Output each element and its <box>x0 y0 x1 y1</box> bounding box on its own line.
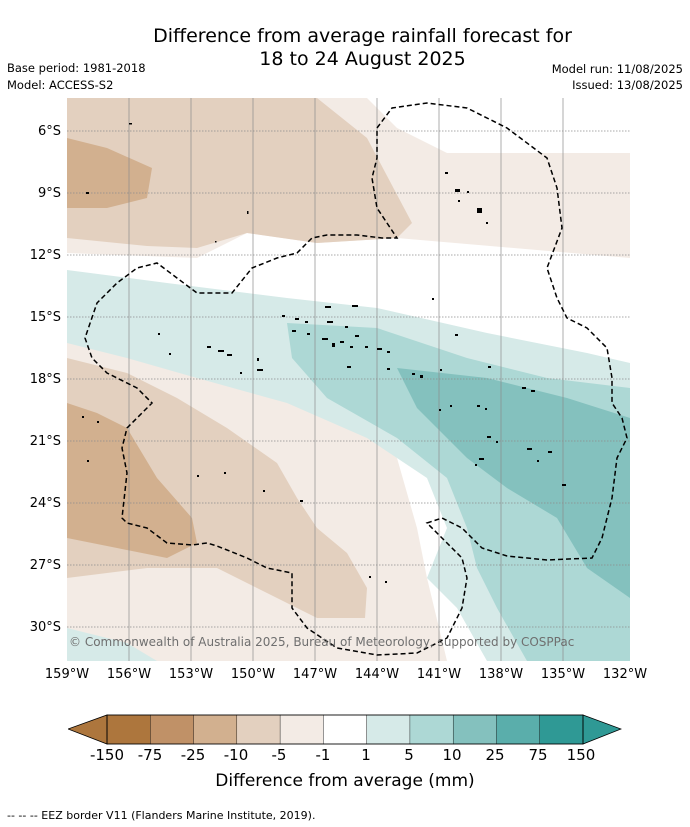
colorbar-label: 150 <box>566 746 596 764</box>
eez-footnote: -- -- -- EEZ border V11 (Flanders Marine… <box>7 809 316 822</box>
rainfall-map: © Commonwealth of Australia 2025, Bureau… <box>67 98 630 661</box>
lon-label: 135°W <box>540 667 586 682</box>
lat-label: 18°S <box>29 372 61 387</box>
lat-label: 9°S <box>37 186 61 201</box>
base-period: Base period: 1981-2018 <box>7 61 146 75</box>
lon-label: 159°W <box>44 667 90 682</box>
colorbar-title: Difference from average (mm) <box>215 771 475 791</box>
colorbar-swatch <box>539 714 584 745</box>
lon-label: 153°W <box>168 667 214 682</box>
lon-label: 147°W <box>292 667 338 682</box>
graticule <box>67 98 630 661</box>
lat-label: 12°S <box>29 248 61 263</box>
lat-label: 15°S <box>29 310 61 325</box>
colorbar-label: -10 <box>223 746 249 764</box>
colorbar-label: 1 <box>361 746 371 764</box>
lon-label: 141°W <box>416 667 462 682</box>
colorbar-swatch <box>452 714 497 745</box>
model-name: Model: ACCESS-S2 <box>7 78 114 92</box>
lat-label: 24°S <box>29 496 61 511</box>
colorbar-swatch <box>236 714 281 745</box>
lon-label: 132°W <box>602 667 648 682</box>
colorbar-label: 25 <box>485 746 505 764</box>
model-run: Model run: 11/08/2025 <box>551 62 683 76</box>
lat-label: 30°S <box>29 620 61 635</box>
colorbar-low-extend <box>68 714 108 745</box>
colorbar-label: 5 <box>404 746 414 764</box>
lon-label: 138°W <box>478 667 524 682</box>
title-line-1: Difference from average rainfall forecas… <box>153 25 572 47</box>
colorbar-label: -75 <box>137 746 163 764</box>
colorbar-frame <box>106 714 584 745</box>
colorbar-swatch <box>366 714 411 745</box>
colorbar-swatch <box>150 714 195 745</box>
lat-label: 21°S <box>29 434 61 449</box>
title-line-2: 18 to 24 August 2025 <box>259 48 466 70</box>
eez-border <box>84 102 628 656</box>
lat-label: 6°S <box>37 124 61 139</box>
lon-label: 150°W <box>230 667 276 682</box>
colorbar-label: -25 <box>180 746 206 764</box>
copyright-text: © Commonwealth of Australia 2025, Bureau… <box>69 635 574 649</box>
colorbar-swatch <box>496 714 541 745</box>
colorbar-swatch <box>106 714 151 745</box>
colorbar-swatch <box>409 714 454 745</box>
colorbar-label: 10 <box>442 746 462 764</box>
lon-label: 156°W <box>106 667 152 682</box>
colorbar-label: -150 <box>89 746 125 764</box>
colorbar-label: -5 <box>271 746 287 764</box>
lat-label: 27°S <box>29 558 61 573</box>
colorbar-label: 75 <box>528 746 548 764</box>
colorbar-swatch <box>193 714 238 745</box>
colorbar-high-extend <box>582 714 622 745</box>
colorbar-label: -1 <box>315 746 331 764</box>
colorbar-swatch <box>279 714 324 745</box>
colorbar-swatches <box>106 714 584 745</box>
lon-label: 144°W <box>354 667 400 682</box>
islands <box>82 123 566 583</box>
issued-date: Issued: 13/08/2025 <box>572 78 683 92</box>
colorbar <box>68 714 622 745</box>
colorbar-swatch <box>323 714 368 745</box>
